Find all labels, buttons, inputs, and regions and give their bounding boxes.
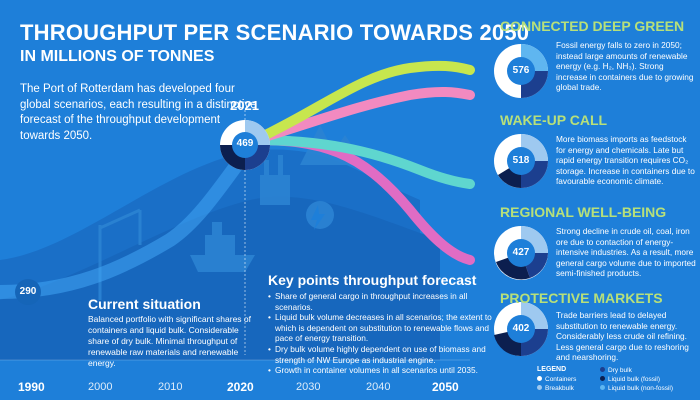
scenario-title-protective-markets: PROTECTIVE MARKETS xyxy=(500,290,663,306)
current-situation-title: Current situation xyxy=(88,296,201,312)
year-2021-label: 2021 xyxy=(230,98,259,113)
current-situation-body: Balanced portfolio with significant shar… xyxy=(88,314,252,368)
factory-icon xyxy=(260,155,290,205)
scenario-description: Strong decline in crude oil, coal, iron … xyxy=(556,226,696,279)
legend-item: Liquid bulk (non-fossil) xyxy=(600,385,673,392)
year-label: 2030 xyxy=(296,381,321,393)
legend-item: Containers xyxy=(537,376,576,383)
key-points: Key points throughput forecast Share of … xyxy=(268,272,498,376)
legend-dot xyxy=(537,385,542,390)
current-situation: Current situation Balanced portfolio wit… xyxy=(88,296,258,368)
donut-regional-well-being xyxy=(494,226,548,280)
donut-protective-markets xyxy=(494,302,548,357)
value-2021: 469 xyxy=(236,138,254,149)
scenario-title-wake-up-call: WAKE-UP CALL xyxy=(500,112,608,128)
scenario-title-connected-deep-green: CONNECTED DEEP GREEN xyxy=(500,18,685,34)
key-points-list: Share of general cargo in throughput inc… xyxy=(268,291,498,376)
key-point-item: Share of general cargo in throughput inc… xyxy=(268,291,498,312)
key-point-item: Dry bulk volume highly dependent on use … xyxy=(268,344,498,365)
donut-2021 xyxy=(220,120,270,170)
legend-dot xyxy=(537,376,542,381)
key-point-item: Liquid bulk volume decreases in all scen… xyxy=(268,312,498,344)
donut-wake-up-call xyxy=(494,134,548,188)
legend-item: Breakbulk xyxy=(537,385,574,392)
legend-dot xyxy=(600,385,605,390)
year-label: 2020 xyxy=(227,380,254,394)
ship-icon xyxy=(190,222,255,272)
line-connected-deep-green xyxy=(250,60,475,145)
value-1990: 290 xyxy=(19,286,37,297)
scenario-value: 402 xyxy=(512,323,530,334)
year-label: 2050 xyxy=(432,380,459,394)
key-point-item: Growth in container volumes in all scena… xyxy=(268,365,498,376)
key-points-title: Key points throughput forecast xyxy=(268,272,477,288)
historic-line xyxy=(0,133,262,299)
year-label: 1990 xyxy=(18,380,45,394)
donut-connected-deep-green xyxy=(494,44,548,98)
scenario-title-regional-well-being: REGIONAL WELL-BEING xyxy=(500,204,667,220)
line-regional-well-being xyxy=(250,135,475,189)
drop-icon xyxy=(311,205,325,230)
year-label: 2000 xyxy=(88,381,113,393)
scenario-value: 427 xyxy=(512,247,530,258)
crane-icon xyxy=(98,208,142,300)
scenario-description: Trade barriers lead to delayed substitut… xyxy=(556,310,689,363)
start-point xyxy=(15,279,41,305)
year-label: 2010 xyxy=(158,381,183,393)
page-subtitle: IN MILLIONS OF TONNES xyxy=(20,48,215,65)
page-title: THROUGHPUT PER SCENARIO TOWARDS 2050 xyxy=(20,20,530,45)
legend-item: Liquid bulk (fossil) xyxy=(600,376,660,383)
legend-dot xyxy=(600,367,605,372)
legend-title: LEGEND xyxy=(537,366,567,373)
line-wake-up-call xyxy=(250,87,475,145)
scenario-description: Fossil energy falls to zero in 2050; ins… xyxy=(556,40,694,93)
intro-text: The Port of Rotterdam has developed four… xyxy=(20,83,257,142)
scenario-description: More biomass imports as feedstock for en… xyxy=(556,134,695,187)
legend-item: Dry bulk xyxy=(600,367,632,374)
year-label: 2040 xyxy=(366,381,391,393)
legend-dot xyxy=(600,376,605,381)
scenario-value: 576 xyxy=(512,65,530,76)
scenario-value: 518 xyxy=(512,155,530,166)
